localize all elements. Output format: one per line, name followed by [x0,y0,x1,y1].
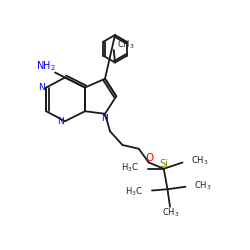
Text: CH$_3$: CH$_3$ [191,154,209,167]
Text: H$_3$C: H$_3$C [126,186,143,198]
Text: CH$_3$: CH$_3$ [194,179,212,192]
Text: Si: Si [160,159,169,169]
Text: CH$_3$: CH$_3$ [162,207,180,219]
Text: NH$_2$: NH$_2$ [36,59,56,73]
Text: N: N [38,83,45,92]
Text: CH$_3$: CH$_3$ [118,38,135,51]
Text: O: O [145,153,154,163]
Text: N: N [57,117,64,126]
Text: H$_3$C: H$_3$C [121,161,139,174]
Text: N: N [102,114,108,123]
